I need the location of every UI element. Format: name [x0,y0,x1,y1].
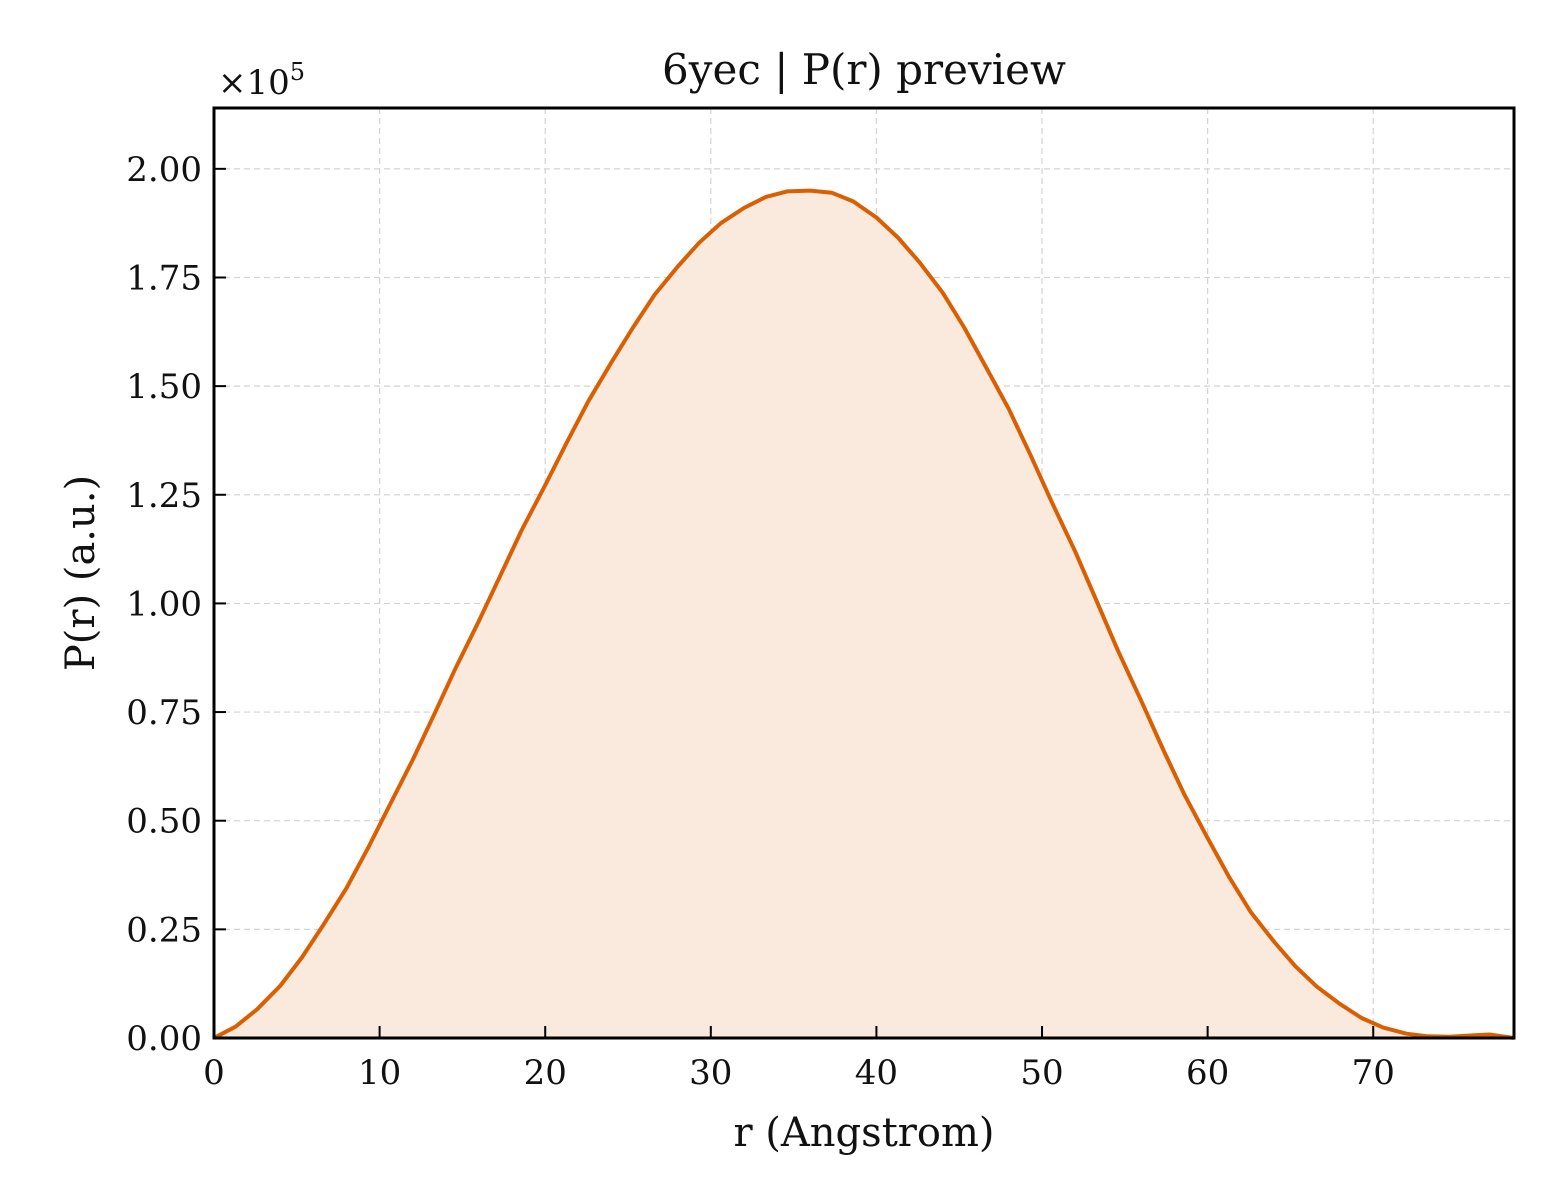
y-tick-label: 2.00 [126,150,202,190]
y-tick-label: 0.00 [126,1019,202,1059]
y-tick-label: 0.50 [126,802,202,842]
x-tick-label: 30 [689,1053,732,1093]
x-tick-label: 70 [1352,1053,1395,1093]
y-tick-label: 0.25 [126,910,202,950]
axes-frame [212,106,1516,1040]
x-tick-label: 10 [358,1053,401,1093]
x-tick-label: 40 [855,1053,898,1093]
plot-area [213,188,1515,1040]
y-offset-label: ×105 [218,58,305,103]
y-axis-label: P(r) (a.u.) [58,475,104,671]
x-tick-label: 0 [203,1053,225,1093]
x-tick-label: 60 [1186,1053,1229,1093]
y-tick-label: 1.25 [126,476,202,516]
x-axis-label: r (Angstrom) [733,1110,994,1156]
y-tick-label: 1.75 [126,258,202,298]
y-tick-label: 0.75 [126,693,202,733]
pr-series-line [213,188,1515,1040]
pr-fill-area [214,190,1514,1039]
x-tick-label: 20 [524,1053,567,1093]
chart-title: 6yec | P(r) preview [662,45,1066,94]
y-tick-label: 1.00 [126,584,202,624]
ticks: 0 10 20 30 40 50 60 70 0.00 0.25 0.50 0.75 1.00 1.25 1… [126,150,1395,1093]
y-tick-label: 1.50 [126,367,202,407]
x-tick-label: 50 [1020,1053,1063,1093]
